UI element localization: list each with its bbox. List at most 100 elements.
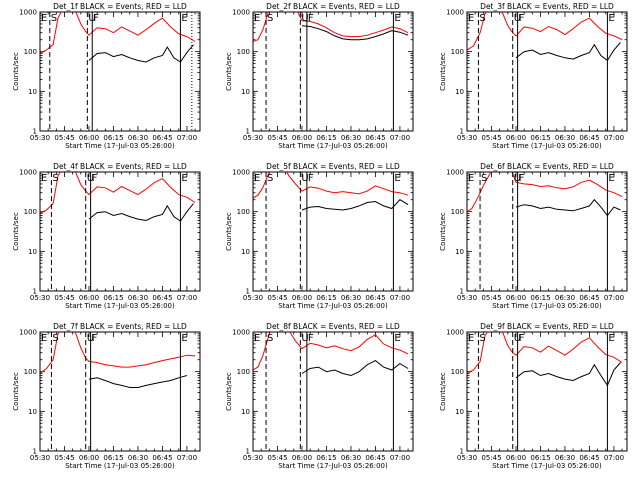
x-tick-label: 06:45	[365, 134, 385, 142]
y-tick-label: 1000	[446, 169, 464, 177]
y-tick-label: 1000	[232, 329, 250, 337]
panel-title: Det_8f BLACK = Events, RED = LLD	[266, 322, 400, 331]
x-tick-label: 06:45	[152, 134, 172, 142]
x-tick-label: 06:15	[103, 134, 123, 142]
phase-marker-label: S	[52, 173, 58, 184]
phase-marker-label: S	[481, 173, 487, 184]
panel-5: Det_5f BLACK = Events, RED = LLD 1 10 100 10…	[225, 162, 414, 310]
phase-marker-label: E	[181, 173, 187, 184]
x-tick-label: 06:00	[506, 134, 526, 142]
phase-marker-label: E	[468, 333, 474, 344]
x-tick-label: 06:30	[128, 454, 148, 462]
phase-marker-label: U	[301, 173, 308, 184]
phase-marker-label: E	[41, 13, 47, 24]
series-group	[253, 12, 409, 42]
y-tick-label: 100	[24, 368, 37, 376]
panel-title: Det_1f BLACK = Events, RED = LLD	[53, 2, 187, 11]
y-tick-label: 10	[28, 408, 37, 416]
x-tick-label: 06:45	[579, 294, 599, 302]
phase-marker-label: F	[93, 13, 99, 24]
series-line-lld	[253, 172, 409, 199]
y-tick-label: 100	[237, 208, 250, 216]
x-tick-label: 05:45	[267, 134, 287, 142]
y-tick-label: 1000	[232, 169, 250, 177]
panel-1: Det_1f BLACK = Events, RED = LLD 1 10 100 10…	[12, 2, 201, 150]
x-tick-label: 05:30	[457, 454, 477, 462]
y-tick-label: 10	[28, 88, 37, 96]
x-tick-label: 06:45	[152, 294, 172, 302]
phase-marker-label: F	[308, 333, 314, 344]
x-tick-label: 06:30	[555, 454, 575, 462]
series-line-lld	[253, 332, 409, 371]
y-tick-label: 100	[24, 48, 37, 56]
series-line-events	[515, 198, 621, 217]
series-group	[253, 332, 409, 377]
y-tick-label: 10	[241, 88, 250, 96]
x-tick-label: 05:30	[243, 294, 263, 302]
axes-frame	[252, 11, 414, 132]
phase-marker-label: E	[468, 173, 474, 184]
panel-title: Det_7f BLACK = Events, RED = LLD	[53, 322, 187, 331]
y-tick-label: 1	[246, 128, 250, 136]
x-tick-label: 05:45	[54, 294, 74, 302]
x-tick-label: 07:00	[604, 294, 624, 302]
x-axis-label: Start Time (17-Jul-03 05:26:00)	[65, 142, 175, 150]
phase-marker-label: F	[308, 13, 314, 24]
x-tick-label: 06:30	[341, 134, 361, 142]
phase-marker-label: E	[608, 173, 614, 184]
x-tick-label: 05:45	[481, 454, 501, 462]
phase-marker-label: U	[301, 333, 308, 344]
x-tick-label: 06:00	[79, 454, 99, 462]
x-tick-label: 05:45	[267, 294, 287, 302]
x-tick-label: 06:00	[506, 454, 526, 462]
y-tick-label: 100	[24, 208, 37, 216]
y-tick-label: 10	[241, 408, 250, 416]
phase-marker-label: E	[394, 13, 400, 24]
y-tick-label: 100	[451, 48, 464, 56]
x-tick-label: 05:30	[457, 134, 477, 142]
panel-title: Det_6f BLACK = Events, RED = LLD	[480, 162, 614, 171]
x-tick-label: 06:00	[292, 454, 312, 462]
x-axis-label: Start Time (17-Jul-03 05:26:00)	[492, 302, 602, 310]
phase-marker-label: S	[479, 13, 485, 24]
phase-marker-label: E	[468, 13, 474, 24]
x-tick-label: 06:15	[530, 294, 550, 302]
series-line-events	[88, 203, 194, 222]
phase-marker-label: F	[519, 13, 525, 24]
y-tick-label: 1	[33, 288, 37, 296]
y-axis-label: Counts/sec	[225, 372, 233, 411]
x-tick-label: 07:00	[390, 134, 410, 142]
panel-6: Det_6f BLACK = Events, RED = LLD 1 10 100 10…	[439, 162, 628, 310]
panel-8: Det_8f BLACK = Events, RED = LLD 1 10 100 10…	[225, 322, 414, 470]
series-line-events	[301, 199, 409, 211]
x-tick-label: 06:30	[555, 134, 575, 142]
x-tick-label: 06:00	[506, 294, 526, 302]
x-tick-label: 06:00	[79, 294, 99, 302]
x-tick-label: 07:00	[604, 134, 624, 142]
x-tick-label: 06:30	[555, 294, 575, 302]
phase-marker-label: E	[254, 333, 260, 344]
y-tick-label: 1000	[446, 9, 464, 17]
phase-marker-label: E	[254, 173, 260, 184]
y-tick-label: 1	[460, 448, 464, 456]
panel-title: Det_9f BLACK = Events, RED = LLD	[480, 322, 614, 331]
y-tick-label: 1000	[232, 9, 250, 17]
x-axis-label: Start Time (17-Jul-03 05:26:00)	[492, 462, 602, 470]
series-line-lld	[467, 12, 623, 51]
x-tick-label: 06:45	[579, 454, 599, 462]
series-group	[40, 332, 196, 388]
y-tick-label: 10	[455, 248, 464, 256]
y-axis-label: Counts/sec	[225, 212, 233, 251]
x-tick-label: 07:00	[177, 294, 197, 302]
x-tick-label: 06:15	[103, 294, 123, 302]
x-tick-label: 06:45	[365, 454, 385, 462]
x-axis-label: Start Time (17-Jul-03 05:26:00)	[65, 302, 175, 310]
x-tick-label: 06:15	[530, 454, 550, 462]
x-tick-label: 06:15	[316, 454, 336, 462]
y-axis-label: Counts/sec	[12, 372, 20, 411]
phase-marker-label: E	[608, 13, 614, 24]
y-axis-label: Counts/sec	[12, 52, 20, 91]
y-tick-label: 1000	[19, 329, 37, 337]
y-tick-label: 10	[455, 408, 464, 416]
